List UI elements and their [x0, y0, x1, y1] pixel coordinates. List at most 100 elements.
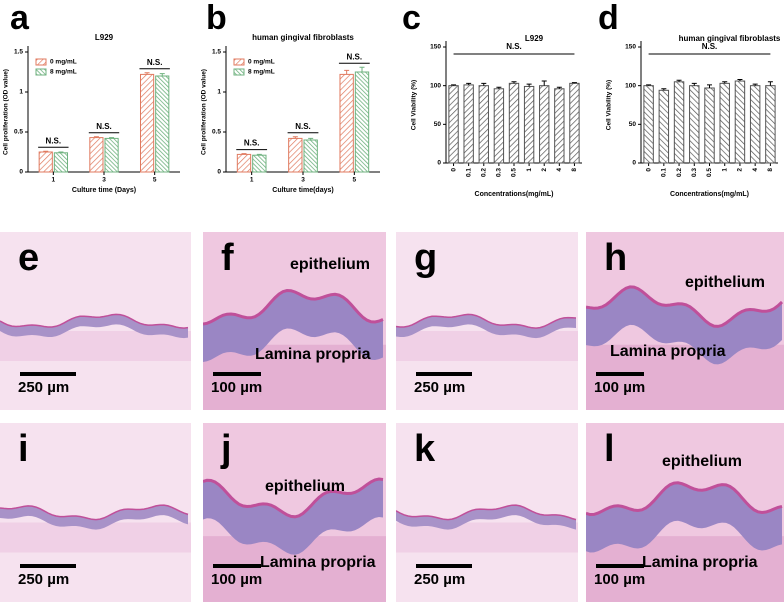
keratin-layer [203, 288, 384, 326]
lamina-layer [203, 344, 386, 410]
scale-bar-label: 100 µm [594, 571, 645, 588]
error-bar [752, 83, 758, 86]
x-tick-label: 3 [102, 177, 106, 184]
panel-label: l [604, 428, 615, 470]
bar [448, 85, 459, 164]
panel-label: i [18, 428, 29, 470]
error-bar [707, 84, 712, 88]
x-tick-label: 1 [52, 177, 56, 184]
y-axis-label: Cell proliferation (OD value) [3, 69, 10, 155]
scale-bar-label: 100 µm [211, 571, 262, 588]
keratin-layer [203, 477, 384, 519]
epithelium-layer [203, 290, 383, 362]
y-tick-label: 0.5 [14, 129, 23, 136]
x-tick-label: 0.1 [465, 168, 472, 177]
error-bar [767, 81, 773, 86]
y-tick-label: 1 [19, 89, 23, 96]
error-bar [737, 78, 743, 82]
histology-image: g 250 µm [396, 232, 578, 410]
error-bar [676, 79, 682, 82]
keratin-layer [0, 313, 189, 329]
scale-bar-label: 250 µm [18, 379, 69, 396]
x-tick-label: 1 [526, 168, 533, 172]
y-axis-label: Cell proliferation (OD value) [201, 69, 208, 155]
legend-label: 8 mg/mL [248, 69, 275, 76]
error-bar [241, 153, 247, 155]
error-bar [256, 153, 262, 156]
bar [643, 85, 654, 164]
chart-title: L929 [525, 34, 544, 43]
layer-label: epithelium [685, 274, 765, 291]
significance-label: N.S. [244, 139, 260, 148]
significance-label: N.S. [347, 52, 363, 61]
bar [252, 154, 267, 173]
legend-swatch [35, 68, 47, 76]
x-tick-label: 8 [571, 168, 578, 172]
y-tick-label: 150 [430, 44, 441, 51]
bar [658, 89, 670, 164]
chart-title: human gingival fibroblasts [679, 34, 781, 43]
x-tick-label: 0 [450, 168, 457, 172]
x-axis-label: Culture time(days) [272, 187, 333, 194]
significance-label: N.S. [506, 42, 522, 51]
x-tick-label: 2 [541, 168, 548, 172]
histology-image: j 100 µm epithelium Lamina propria [203, 423, 386, 602]
error-bar [451, 84, 457, 86]
error-bar [292, 136, 298, 139]
keratin-layer [0, 504, 189, 521]
layer-label: epithelium [290, 256, 370, 273]
lamina-layer [586, 536, 784, 602]
error-bar [159, 73, 165, 76]
x-tick-label: 0.1 [661, 168, 668, 177]
error-bar [308, 137, 314, 140]
x-tick-label: 0.3 [691, 168, 698, 177]
keratin-layer [396, 313, 577, 329]
y-axis-label: Cell Viability (%) [411, 80, 418, 130]
x-tick-label: 0.2 [480, 168, 487, 177]
error-bar [43, 150, 49, 152]
y-tick-label: 150 [625, 44, 636, 51]
histology-image: k 250 µm [396, 423, 578, 602]
error-bar [344, 69, 350, 75]
layer-label: Lamina propria [260, 554, 376, 571]
x-tick-label: 5 [353, 177, 357, 184]
x-tick-label: 0.3 [496, 168, 503, 177]
bar [354, 71, 370, 173]
bar [689, 85, 700, 164]
keratin-layer [396, 504, 577, 521]
bar [478, 85, 489, 164]
x-tick-label: 0 [645, 168, 652, 172]
error-bar [646, 84, 652, 86]
lamina-layer [396, 331, 578, 361]
bar [734, 80, 746, 164]
error-bar [359, 66, 365, 72]
bar [89, 137, 104, 173]
histology-image: e 250 µm [0, 232, 191, 410]
y-tick-label: 100 [430, 82, 441, 89]
y-tick-label: 1 [217, 89, 221, 96]
bar [38, 151, 53, 173]
bar [236, 153, 252, 173]
x-tick-label: 4 [752, 168, 759, 172]
epithelium-layer [0, 314, 188, 339]
lamina-layer [203, 536, 386, 602]
y-tick-label: 100 [625, 82, 636, 89]
panel-label: j [220, 428, 232, 470]
bar [303, 139, 318, 173]
scale-bar-label: 250 µm [18, 571, 69, 588]
histology-image: l 100 µm epithelium Lamina propria [586, 423, 784, 602]
panel-label: c [402, 0, 421, 37]
panel-label: e [18, 237, 39, 279]
legend-label: 0 mg/mL [248, 59, 275, 66]
legend-swatch [35, 58, 47, 66]
layer-label: epithelium [265, 478, 345, 495]
y-tick-label: 1.5 [212, 49, 221, 56]
bar [139, 73, 155, 173]
layer-label: Lamina propria [255, 346, 371, 363]
keratin-layer [586, 481, 783, 517]
x-tick-label: 5 [153, 177, 157, 184]
error-bar [144, 72, 150, 75]
error-bar [661, 88, 667, 91]
bar [673, 81, 685, 164]
bar [155, 75, 170, 173]
